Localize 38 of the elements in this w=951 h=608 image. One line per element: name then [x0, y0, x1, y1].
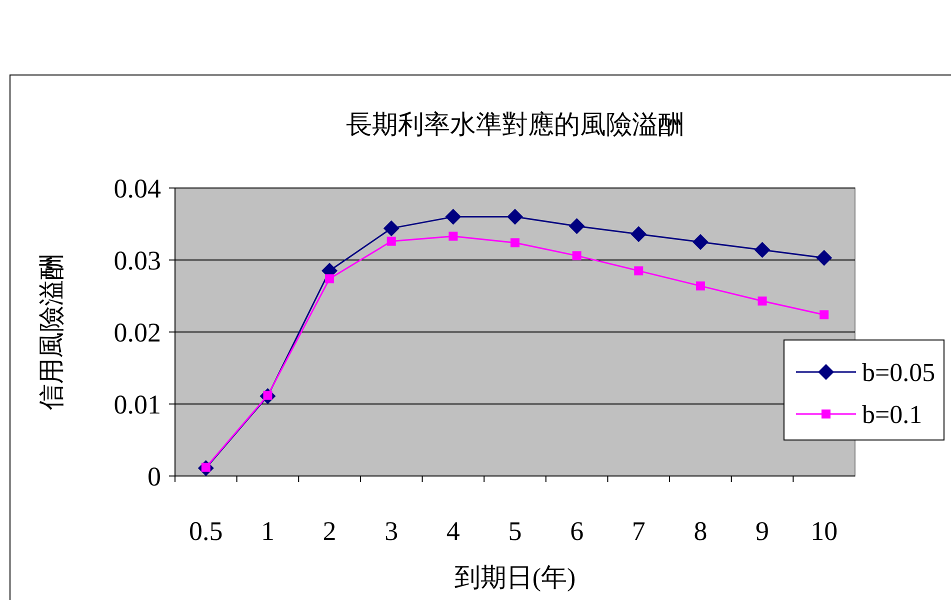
y-axis-title: 信用風險溢酬 [37, 254, 66, 410]
point [507, 208, 523, 225]
x-tick-label: 10 [810, 516, 838, 546]
point [325, 274, 334, 284]
legend-label: b=0.05 [862, 358, 936, 388]
x-tick-label: 2 [322, 516, 336, 546]
x-tick-label: 9 [756, 516, 770, 546]
point [634, 266, 644, 276]
point [568, 218, 585, 234]
y-tick-label: 0.04 [114, 173, 162, 204]
point [630, 226, 647, 242]
point [820, 310, 829, 320]
legend-label: b=0.1 [862, 400, 922, 430]
point [448, 232, 458, 241]
y-tick-label: 0.03 [114, 245, 161, 276]
point [510, 238, 520, 248]
point [816, 250, 832, 266]
point [692, 234, 708, 250]
point [758, 296, 767, 306]
x-axis-title: 到期日(年) [454, 563, 576, 592]
chart-title: 長期利率水準對應的風險溢酬 [346, 110, 684, 139]
x-tick-label: 4 [446, 516, 460, 546]
point [445, 208, 462, 225]
point [383, 220, 400, 236]
x-tick-label: 5 [508, 516, 522, 546]
point [696, 281, 705, 290]
point [572, 251, 582, 260]
y-tick-label: 0.01 [114, 389, 161, 420]
x-tick-label: 8 [694, 516, 708, 546]
y-tick-label: 0 [148, 461, 161, 492]
point [754, 242, 770, 258]
x-tick-label: 3 [384, 516, 398, 546]
x-tick-label: 0.5 [189, 516, 223, 546]
x-tick-label: 7 [632, 516, 646, 546]
point [386, 236, 396, 246]
x-tick-label: 6 [570, 516, 584, 546]
y-tick-label: 0.02 [114, 317, 161, 348]
x-tick-label: 1 [260, 516, 274, 546]
